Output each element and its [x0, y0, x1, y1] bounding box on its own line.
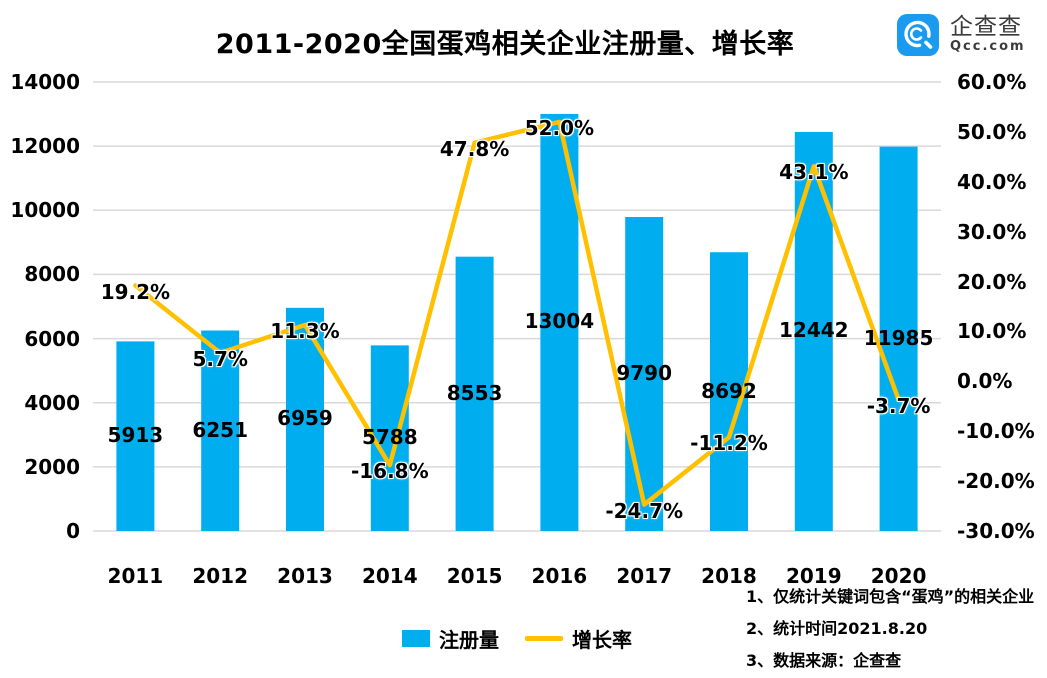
growth-rate-label-2012: 5.7%	[192, 346, 248, 371]
x-axis-label-2014: 2014	[361, 564, 418, 588]
qcc-logo-name: 企查查	[950, 14, 1022, 40]
x-axis-label-2011: 2011	[107, 564, 164, 588]
y-axis-right-tick: 40.0%	[957, 169, 1027, 194]
y-axis-right-tick: -20.0%	[957, 469, 1035, 494]
y-axis-right-tick: 60.0%	[957, 70, 1027, 94]
footnotes: 1、仅统计关键词包含“蛋鸡”的相关企业 2、统计时间2021.8.20 3、数据…	[746, 586, 1034, 678]
chart-title: 2011-2020全国蛋鸡相关企业注册量、增长率	[215, 29, 795, 60]
qcc-logo-domain: Qcc.com	[950, 39, 1026, 54]
bar-value-label-2012: 6251	[192, 417, 249, 442]
y-axis-left-tick: 6000	[24, 326, 80, 351]
bar-swatch-icon	[402, 630, 430, 647]
y-axis-right-tick: 50.0%	[957, 119, 1027, 144]
growth-rate-line	[133, 119, 901, 507]
y-axis-left-tick: 4000	[24, 390, 80, 415]
growth-rate-label-2018: -11.2%	[690, 431, 768, 456]
footnote-1: 1、仅统计关键词包含“蛋鸡”的相关企业	[746, 587, 1035, 606]
bar-value-label-2015: 8553	[446, 380, 503, 405]
bar-value-label-2019: 12442	[779, 318, 849, 343]
x-axis-label-2016: 2016	[531, 564, 588, 588]
bar-value-label-2011: 5913	[107, 423, 164, 448]
bar-value-label-2020: 11985	[863, 325, 934, 350]
x-axis-label-2018: 2018	[701, 564, 757, 588]
bar-value-label-2018: 8692	[701, 378, 757, 403]
growth-rate-label-2019: 43.1%	[779, 160, 849, 185]
y-axis-left-tick: 10000	[10, 198, 80, 223]
x-axis-label-2013: 2013	[277, 564, 333, 588]
y-axis-left-tick: 14000	[10, 70, 80, 94]
qcc-logo: 企查查 Qcc.com	[896, 13, 1026, 57]
legend-label-registrations: 注册量	[439, 628, 499, 652]
footnote-2: 2、统计时间2021.8.20	[746, 619, 928, 638]
y-axis-right-tick: 10.0%	[957, 319, 1027, 344]
bar-2012	[201, 330, 240, 531]
x-axis-label-2017: 2017	[616, 564, 673, 588]
bar-2015	[455, 256, 494, 531]
growth-rate-label-2016: 52.0%	[524, 115, 595, 140]
bar-value-label-2014: 5788	[361, 425, 418, 450]
y-axis-left-tick: 12000	[10, 134, 80, 159]
y-axis-right-tick: 30.0%	[957, 219, 1027, 244]
y-axis-left-tick: 0	[66, 519, 80, 543]
legend-item-registrations: 注册量	[402, 624, 499, 653]
y-axis-left-tick: 2000	[24, 454, 80, 479]
qcc-logo-icon	[897, 14, 939, 56]
y-axis-right-tick: 0.0%	[957, 369, 1013, 394]
growth-rate-label-2015: 47.8%	[439, 136, 510, 161]
bar-2014	[370, 345, 409, 531]
growth-rate-label-2011: 19.2%	[100, 279, 171, 304]
legend-label-growth-rate: 增长率	[572, 628, 632, 652]
qcc-logo-text: 企查查 Qcc.com	[950, 15, 1026, 55]
bar-value-label-2017: 9790	[616, 361, 673, 385]
y-axis-right-tick: -30.0%	[957, 519, 1035, 543]
x-axis-label-2019: 2019	[785, 564, 842, 588]
line-swatch-icon	[525, 636, 563, 641]
bar-value-label-2013: 6959	[277, 406, 333, 431]
growth-rate-label-2017: -24.7%	[605, 498, 684, 523]
growth-rate-label-2013: 11.3%	[270, 318, 340, 343]
y-axis-right-tick: -10.0%	[957, 419, 1035, 444]
bar-2017	[625, 217, 664, 531]
bar-2020	[879, 146, 918, 531]
x-axis-label-2012: 2012	[192, 564, 249, 588]
x-axis-label-2015: 2015	[446, 564, 503, 588]
bar-2011	[116, 341, 155, 531]
legend-item-growth-rate: 增长率	[525, 624, 632, 653]
y-axis-right-tick: 20.0%	[957, 269, 1027, 294]
bar-value-label-2016: 13004	[524, 309, 595, 334]
y-axis-left-tick: 8000	[24, 262, 80, 287]
x-axis-label-2020: 2020	[870, 564, 927, 588]
growth-rate-label-2020: -3.7%	[866, 393, 931, 418]
legend: 注册量 增长率	[93, 624, 941, 653]
footnote-3: 3、数据来源：企查查	[746, 651, 902, 670]
growth-rate-label-2014: -16.8%	[350, 459, 429, 484]
